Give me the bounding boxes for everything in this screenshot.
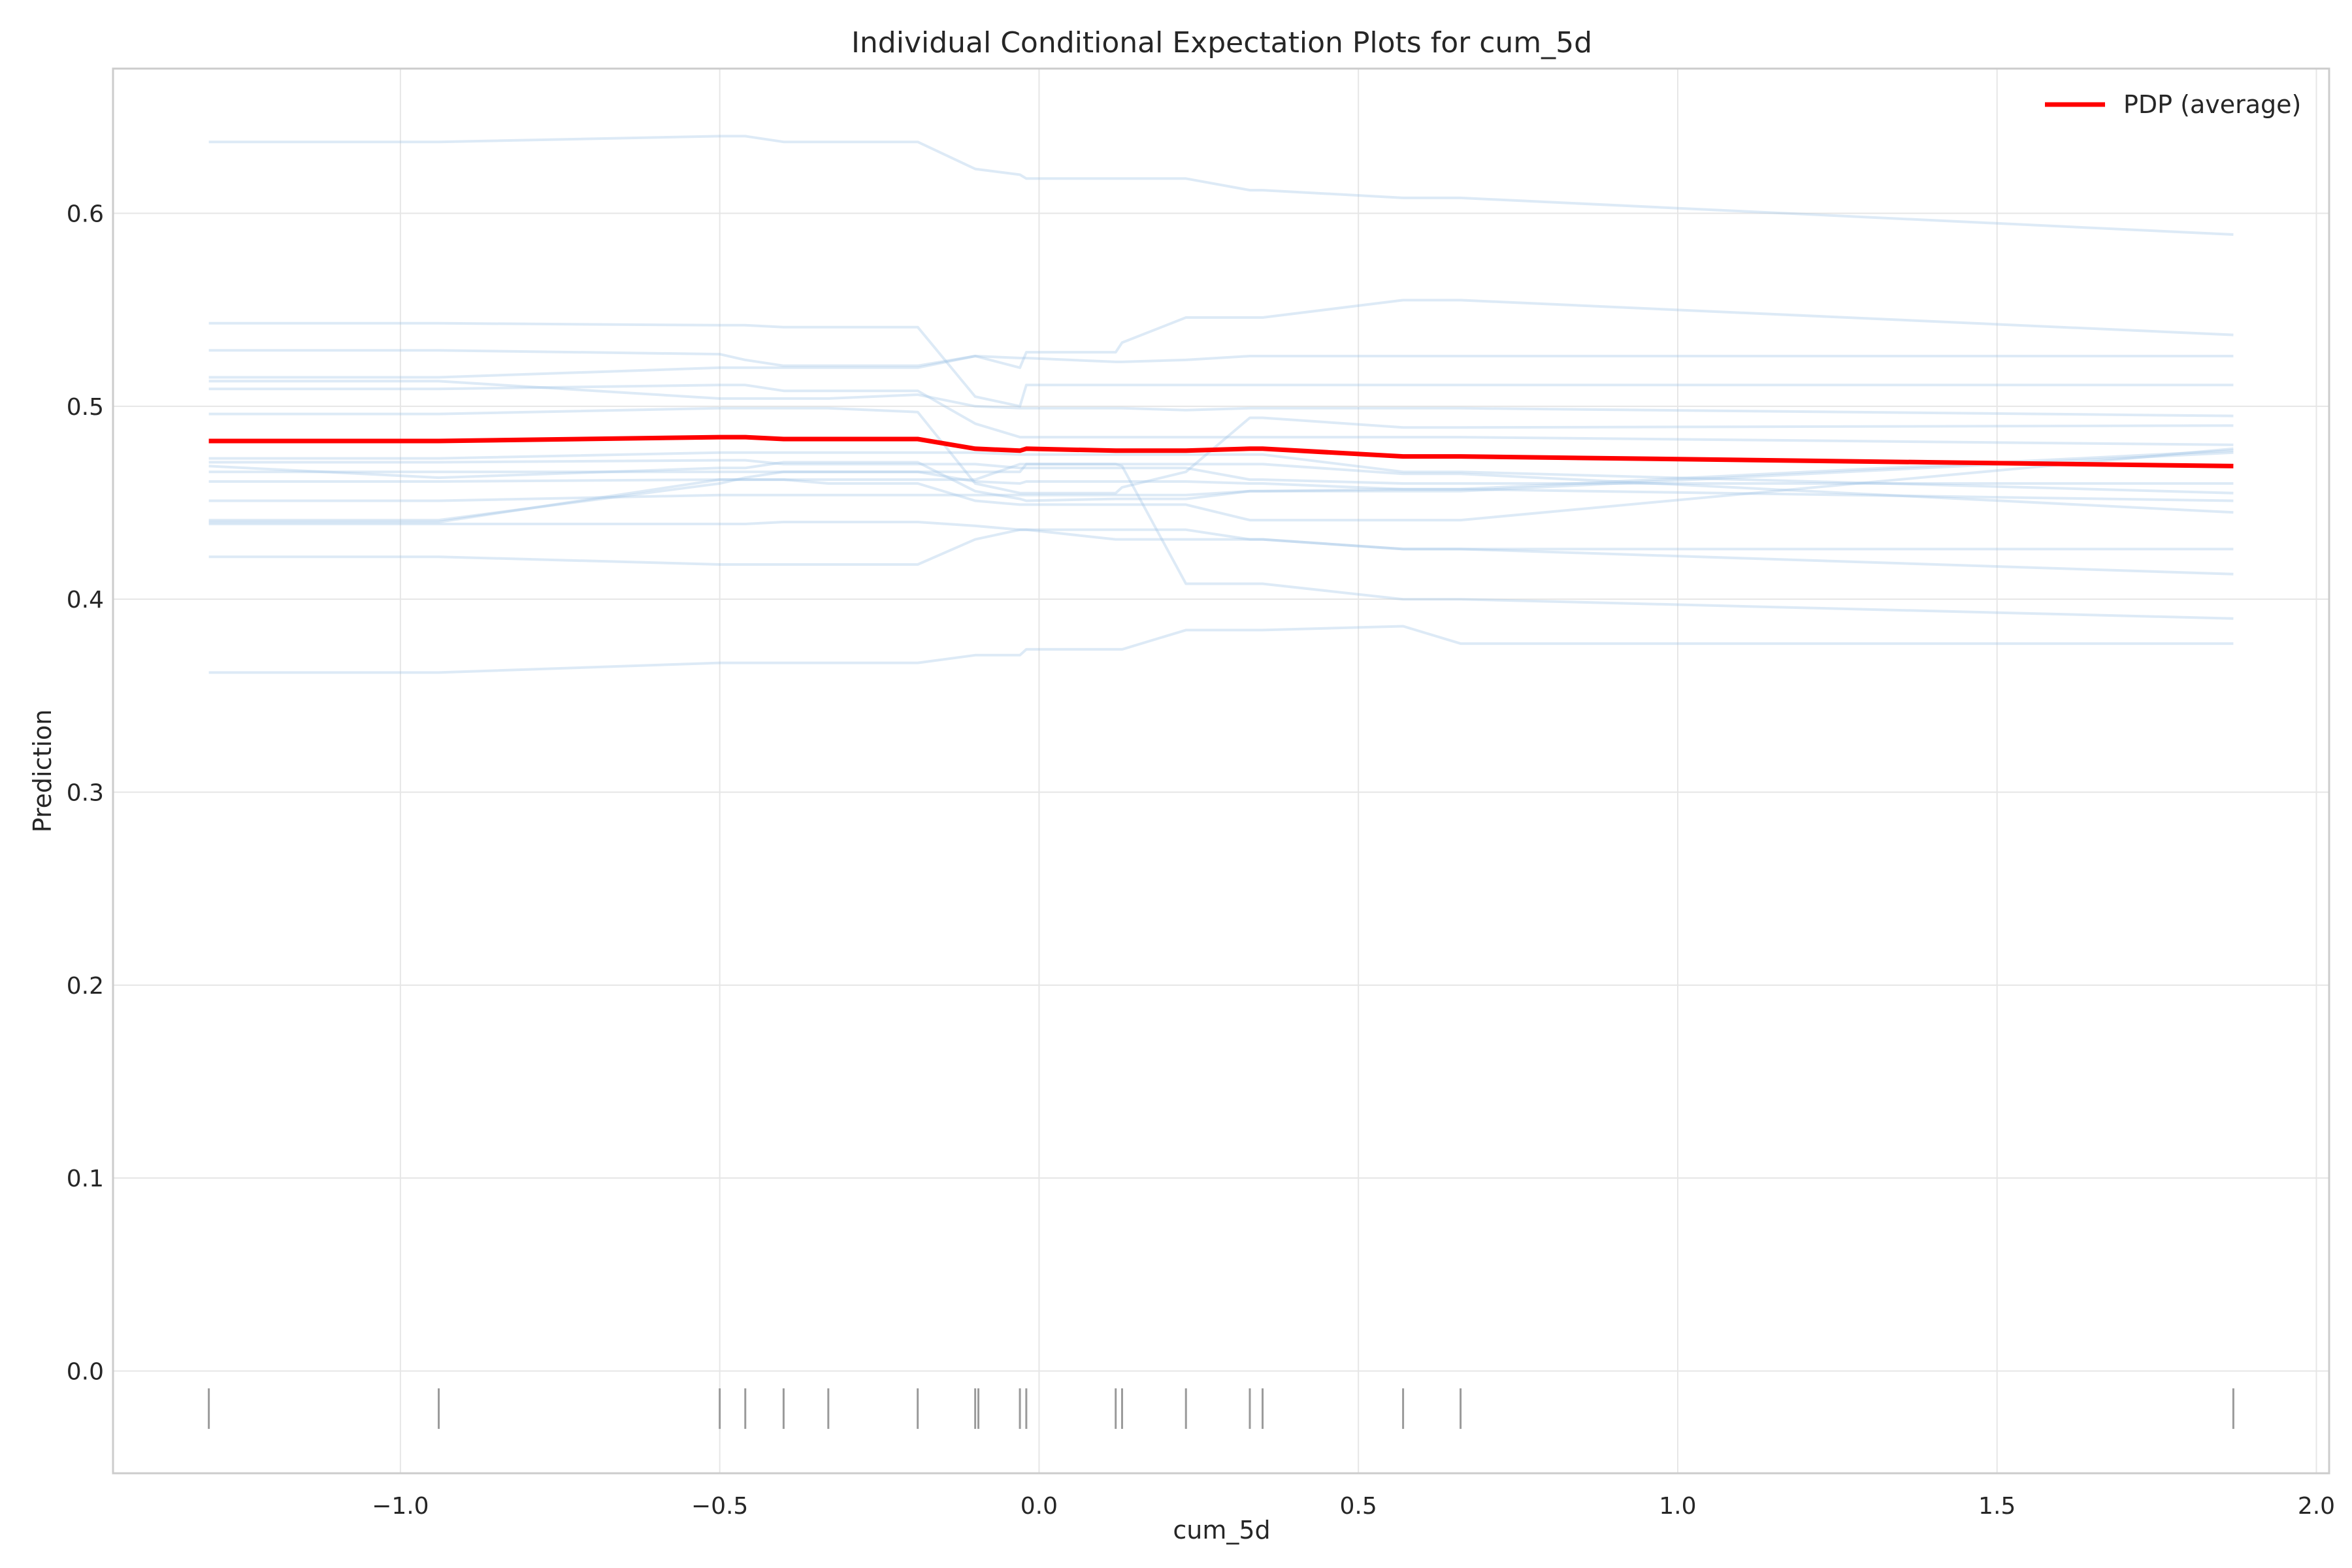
ice-line [208,447,2234,522]
x-tick-label: −1.0 [372,1493,429,1520]
y-tick-labels: 0.0 0.1 0.2 0.3 0.4 0.5 0.6 [67,201,104,1385]
legend: PDP (average) [2045,90,2301,119]
x-axis-label: cum_5d [1173,1516,1270,1544]
y-tick-label: 0.0 [67,1358,104,1385]
y-tick-label: 0.6 [67,201,104,227]
ice-line [208,299,2234,369]
x-tick-label: 1.5 [1978,1493,2016,1520]
y-tick-label: 0.2 [67,973,104,1000]
ice-line [208,380,2234,417]
pdp-line-group [208,434,2234,468]
plot-frame [112,67,2330,1475]
x-tick-labels: −1.0 −0.5 0.0 0.5 1.0 1.5 2.0 [372,1493,2335,1520]
x-tick-label: 1.0 [1659,1493,1696,1520]
x-tick-label: 2.0 [2298,1493,2335,1520]
rug-marks [208,1388,2234,1429]
ice-line [208,451,2234,495]
ice-line [208,449,2234,502]
ice-line [208,463,2234,620]
ice-line [208,406,2234,495]
y-tick-label: 0.4 [67,587,104,613]
ice-line [208,528,2234,566]
y-tick-label: 0.3 [67,779,104,806]
ice-line [208,135,2234,236]
chart-title: Individual Conditional Expectation Plots… [851,26,1592,59]
ice-lines [208,135,2234,674]
x-tick-label: 0.5 [1340,1493,1377,1520]
x-tick-label: −0.5 [691,1493,748,1520]
y-axis-label: Prediction [28,710,57,833]
ice-line [208,521,2234,576]
ice-line [208,625,2234,674]
pdp-line [208,434,2234,468]
ice-line [208,451,2234,502]
y-tick-label: 0.1 [67,1166,104,1192]
ice-line [208,470,2234,522]
legend-pdp-label: PDP (average) [2123,90,2301,119]
ice-line [208,463,2234,514]
ice-line [208,384,2234,446]
grid [113,69,2329,1473]
y-tick-label: 0.5 [67,394,104,421]
x-tick-label: 0.0 [1021,1493,1058,1520]
ice-line [208,321,2234,408]
ice-line [208,459,2234,485]
ice-line [208,355,2234,379]
